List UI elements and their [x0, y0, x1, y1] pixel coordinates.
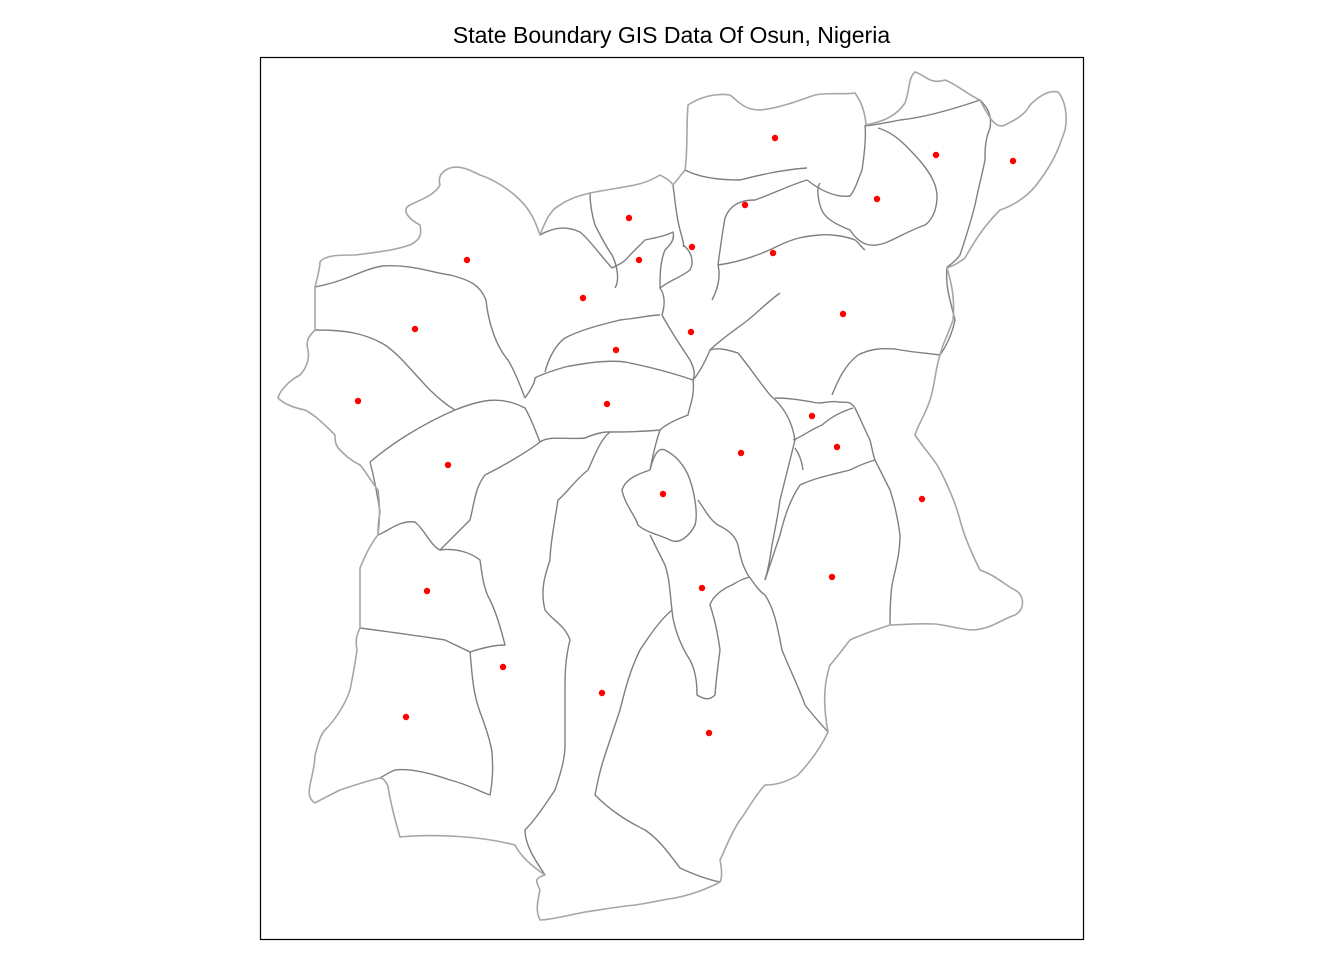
lga-centroid: [687, 328, 695, 336]
lga-centroid: [705, 729, 713, 737]
lga-centroid: [463, 256, 471, 264]
lga-centroid: [808, 412, 816, 420]
lga-centroid: [769, 249, 777, 257]
lga-centroid: [354, 397, 362, 405]
lga-centroid: [402, 713, 410, 721]
lga-centroid: [635, 256, 643, 264]
lga-centroid: [873, 195, 881, 203]
lga-centroid: [444, 461, 452, 469]
lga-centroid: [579, 294, 587, 302]
lga-centroid: [423, 587, 431, 595]
map-title: State Boundary GIS Data Of Osun, Nigeria: [452, 22, 891, 48]
lga-centroid: [603, 400, 611, 408]
lga-centroid: [828, 573, 836, 581]
lga-centroid: [688, 243, 696, 251]
lga-centroid: [839, 310, 847, 318]
state-outer-boundary: [277, 71, 1067, 921]
lga-centroid: [932, 151, 940, 159]
lga-centroid: [659, 490, 667, 498]
lga-centroids: [354, 134, 1017, 737]
lga-centroid: [698, 584, 706, 592]
lga-centroid: [499, 663, 507, 671]
lga-centroid: [612, 346, 620, 354]
lga-boundaries: [314, 99, 992, 883]
lga-centroid: [737, 449, 745, 457]
lga-centroid: [833, 443, 841, 451]
lga-centroid: [411, 325, 419, 333]
lga-centroid: [598, 689, 606, 697]
lga-centroid: [625, 214, 633, 222]
map-frame: [259, 56, 1085, 941]
lga-centroid: [771, 134, 779, 142]
lga-centroid: [741, 201, 749, 209]
lga-centroid: [1009, 157, 1017, 165]
lga-centroid: [918, 495, 926, 503]
